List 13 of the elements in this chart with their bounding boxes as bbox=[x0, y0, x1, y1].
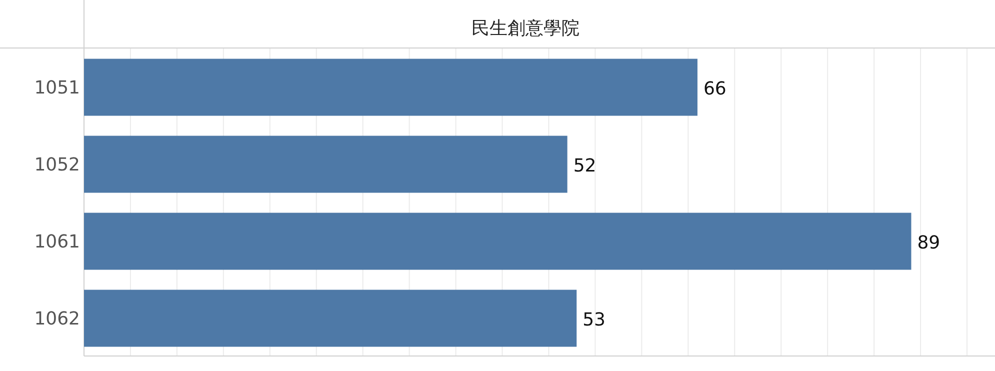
y-tick-label: 1052 bbox=[34, 154, 80, 176]
bar bbox=[84, 212, 912, 270]
bar bbox=[84, 290, 577, 347]
data-label: 52 bbox=[573, 155, 596, 176]
bar bbox=[84, 58, 698, 116]
data-label: 66 bbox=[703, 78, 726, 100]
data-label: 89 bbox=[917, 232, 940, 254]
y-tick-label: 1062 bbox=[34, 308, 80, 330]
data-label: 53 bbox=[582, 309, 606, 330]
bar bbox=[84, 136, 568, 193]
chart-title: 民生創意學院 bbox=[472, 18, 580, 39]
y-tick-label: 1051 bbox=[34, 78, 80, 98]
y-tick-label: 1061 bbox=[34, 232, 80, 252]
